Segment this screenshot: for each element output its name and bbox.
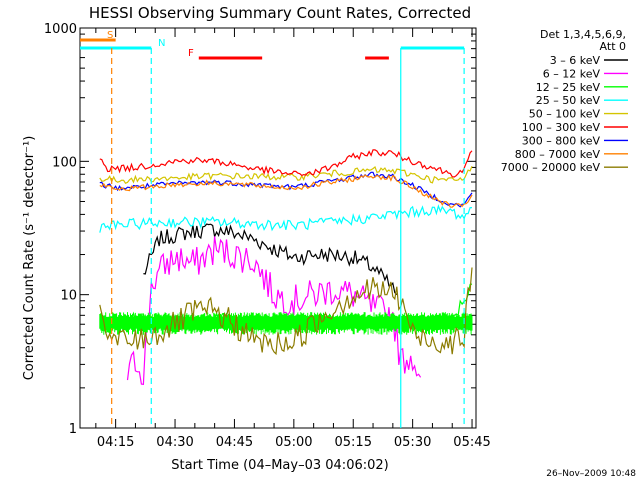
series-line-6 [99,171,473,208]
y-tick-label: 1000 [44,22,77,37]
marker-lines [111,48,465,428]
flag-label-f: F [188,48,194,59]
legend-header: Det 1,3,4,5,6,9, [540,28,626,41]
legend-label: 300 – 800 keV [522,134,601,147]
series-layer [99,149,473,385]
legend-label: 3 – 6 keV [550,54,601,67]
series-line-8 [99,267,473,356]
x-axis-label: Start Time (04–May–03 04:06:02) [171,458,388,473]
chart-title: HESSI Observing Summary Count Rates, Cor… [89,4,471,22]
y-axis-label: Corrected Count Rate (s⁻¹ detector⁻¹) [22,136,37,381]
legend-label: 100 – 300 keV [522,121,601,134]
flag-label-s: S [107,30,113,41]
x-axis: 04:15 04:30 04:45 05:00 05:15 05:30 05:45 [95,28,491,450]
legend-label: 12 – 25 keV [536,81,601,94]
x-tick-label: 04:30 [156,435,193,450]
series-line-2 [99,283,473,331]
y-tick-label: 10 [60,289,77,304]
y-tick-label: 100 [52,155,77,170]
legend-label: 800 – 7000 keV [515,148,601,161]
series-line-4 [99,165,473,184]
plot-frame [79,27,477,429]
legend-label: 25 – 50 keV [536,94,601,107]
y-axis: 1 10 100 1000 [44,22,476,437]
series-line-1 [126,236,422,385]
series-line-0 [143,223,398,296]
y-tick-label: 1 [69,422,77,437]
series-line-5 [99,149,473,178]
flag-bars: S N F [80,30,465,60]
legend-label: 50 – 100 keV [529,108,601,121]
legend-label: 7000 – 20000 keV [501,161,601,174]
plot-border [79,27,477,429]
flag-label-n: N [158,38,165,49]
x-tick-label: 05:15 [335,435,372,450]
generation-timestamp: 26–Nov–2009 10:48 [546,469,636,479]
x-tick-label: 05:45 [453,435,490,450]
series-line-3 [99,204,473,233]
x-tick-label: 05:00 [275,435,312,450]
series-line-7 [99,174,473,208]
x-tick-label: 04:15 [97,435,134,450]
x-tick-label: 05:30 [394,435,431,450]
legend-header: Att 0 [600,40,626,53]
legend-label: 6 – 12 keV [543,67,601,80]
x-tick-label: 04:45 [216,435,253,450]
